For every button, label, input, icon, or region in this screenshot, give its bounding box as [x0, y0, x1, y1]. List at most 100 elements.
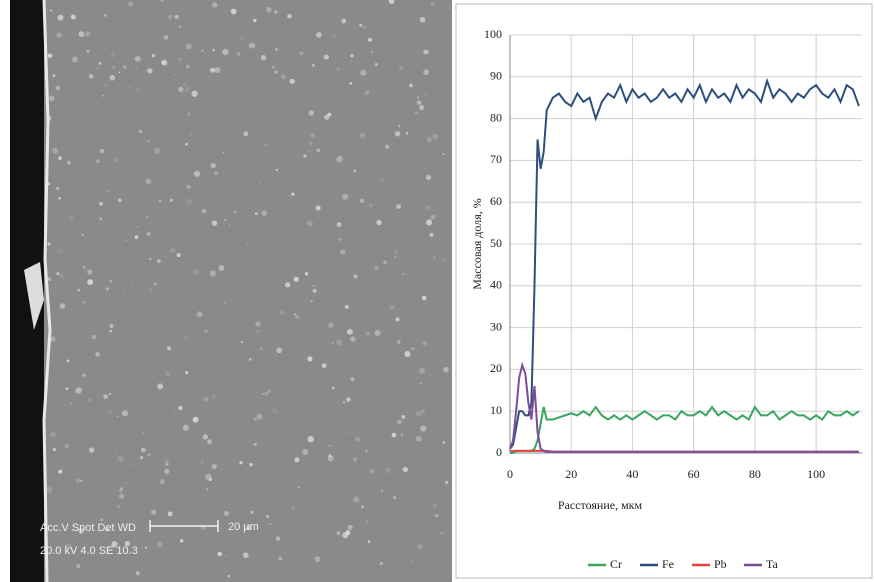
speckle	[46, 486, 53, 494]
speckle	[204, 329, 208, 334]
speckle	[402, 466, 408, 473]
speckle	[426, 137, 432, 143]
speckle	[185, 64, 190, 69]
speckle	[342, 401, 346, 404]
speckle	[289, 78, 295, 84]
micrograph: Acc.V Spot Det WD 20.0 kV 4.0 SE 10.3 20…	[10, 0, 452, 582]
speckle	[388, 0, 395, 4]
speckle	[327, 112, 332, 117]
speckle	[272, 65, 275, 69]
speckle	[402, 272, 405, 276]
speckle	[142, 431, 145, 434]
speckle	[368, 203, 374, 208]
speckle	[49, 336, 56, 342]
speckle	[418, 367, 426, 374]
speckle	[350, 59, 353, 62]
speckle	[229, 439, 232, 442]
speckle	[315, 205, 321, 211]
speckle	[66, 160, 71, 165]
speckle	[291, 505, 295, 510]
speckle	[116, 504, 121, 509]
speckle	[109, 279, 113, 283]
legend-label: Ta	[766, 557, 778, 571]
speckle	[293, 276, 299, 282]
speckle	[184, 335, 188, 340]
speckle	[241, 37, 244, 40]
speckle	[394, 255, 397, 258]
speckle	[124, 540, 130, 547]
speckle	[210, 162, 216, 169]
speckle	[315, 31, 322, 38]
speckle	[256, 330, 260, 333]
speckle	[47, 242, 51, 246]
speckle	[430, 214, 436, 220]
speckle	[123, 181, 126, 184]
speckle	[336, 66, 341, 72]
speckle	[353, 457, 357, 462]
speckle	[328, 444, 331, 447]
speckle	[448, 7, 451, 10]
speckle	[78, 527, 85, 534]
speckle	[409, 83, 413, 88]
speckle	[151, 509, 157, 515]
speckle	[359, 23, 363, 27]
speckle	[48, 95, 55, 102]
speckle	[125, 21, 127, 23]
speckle	[122, 289, 126, 292]
speckle	[422, 340, 428, 346]
speckle	[104, 527, 109, 532]
speckle	[432, 133, 439, 140]
y-tick-label: 20	[490, 361, 502, 375]
speckle	[367, 540, 371, 543]
speckle	[398, 124, 401, 128]
y-tick-label: 70	[490, 152, 502, 166]
speckle	[442, 258, 446, 261]
speckle	[88, 398, 92, 402]
speckle	[262, 392, 265, 395]
speckle	[278, 556, 283, 561]
speckle	[253, 18, 257, 23]
speckle	[323, 54, 329, 60]
speckle	[47, 277, 51, 281]
y-tick-label: 50	[490, 236, 502, 250]
speckle	[263, 355, 266, 358]
speckle	[212, 48, 215, 52]
speckle	[149, 286, 154, 292]
speckle	[331, 341, 334, 344]
speckle	[230, 8, 237, 15]
speckle	[209, 270, 216, 277]
scale-bar-label: 20 µm	[228, 521, 259, 533]
micrograph-label: 20.0 kV 4.0 SE 10.3	[40, 545, 138, 557]
speckle	[135, 87, 140, 92]
speckle	[169, 198, 173, 202]
micrograph-background	[10, 0, 452, 582]
speckle	[62, 46, 64, 49]
speckle	[200, 460, 204, 464]
speckle	[327, 455, 334, 462]
speckle	[139, 455, 144, 460]
speckle	[432, 256, 436, 259]
speckle	[47, 53, 53, 59]
x-tick-label: 40	[626, 467, 638, 481]
speckle	[153, 282, 157, 286]
speckle	[332, 35, 335, 38]
speckle	[394, 130, 401, 137]
speckle	[136, 529, 139, 532]
speckle	[312, 284, 315, 287]
speckle	[64, 444, 69, 449]
speckle	[222, 151, 225, 154]
speckle	[266, 7, 272, 13]
speckle	[103, 14, 107, 17]
speckle	[417, 543, 423, 550]
speckle	[88, 73, 94, 79]
speckle	[356, 385, 359, 388]
speckle	[221, 128, 224, 131]
speckle	[338, 238, 342, 241]
speckle	[183, 404, 186, 407]
speckle	[167, 511, 173, 517]
micrograph-bright-edge	[42, 0, 52, 582]
speckle	[267, 389, 271, 393]
speckle	[336, 531, 341, 535]
speckle	[134, 56, 141, 62]
